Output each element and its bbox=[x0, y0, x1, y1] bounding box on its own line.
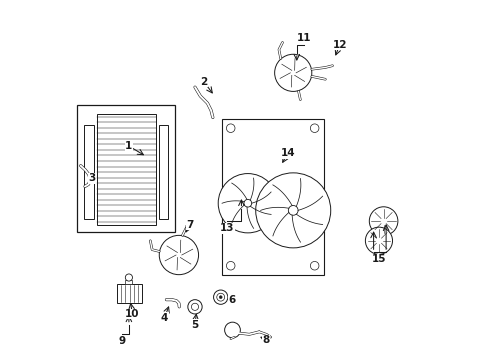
Circle shape bbox=[310, 261, 319, 270]
Text: 13: 13 bbox=[220, 223, 234, 233]
Circle shape bbox=[310, 124, 319, 132]
Circle shape bbox=[226, 261, 235, 270]
Text: 14: 14 bbox=[281, 148, 295, 158]
Circle shape bbox=[275, 54, 312, 91]
Text: 11: 11 bbox=[296, 33, 311, 43]
Circle shape bbox=[159, 235, 198, 275]
Text: 4: 4 bbox=[161, 312, 168, 323]
Text: 2: 2 bbox=[200, 77, 208, 87]
Text: 6: 6 bbox=[229, 295, 236, 305]
Bar bbox=[97, 114, 156, 225]
Text: 9: 9 bbox=[118, 337, 125, 346]
Text: 5: 5 bbox=[192, 320, 198, 330]
Circle shape bbox=[369, 207, 398, 235]
Circle shape bbox=[218, 174, 277, 233]
Circle shape bbox=[256, 173, 331, 248]
Bar bbox=[222, 119, 323, 275]
Circle shape bbox=[288, 206, 298, 215]
Bar bbox=[125, 280, 132, 284]
Circle shape bbox=[226, 124, 235, 132]
Bar bbox=[77, 105, 175, 232]
Bar bbox=[83, 125, 94, 219]
Circle shape bbox=[244, 199, 252, 207]
Circle shape bbox=[220, 296, 222, 298]
Circle shape bbox=[188, 300, 202, 314]
Text: 1: 1 bbox=[125, 141, 132, 151]
Circle shape bbox=[366, 227, 392, 254]
Circle shape bbox=[217, 293, 224, 301]
Circle shape bbox=[224, 322, 241, 338]
Text: 8: 8 bbox=[263, 335, 270, 345]
Text: 3: 3 bbox=[89, 173, 96, 183]
Text: 7: 7 bbox=[186, 220, 194, 230]
Circle shape bbox=[192, 303, 198, 310]
Text: 12: 12 bbox=[332, 40, 347, 50]
Bar bbox=[118, 284, 142, 303]
Circle shape bbox=[125, 274, 132, 281]
Bar bbox=[159, 125, 168, 219]
Text: 10: 10 bbox=[125, 309, 140, 319]
Circle shape bbox=[214, 290, 228, 304]
Text: 15: 15 bbox=[372, 254, 386, 264]
